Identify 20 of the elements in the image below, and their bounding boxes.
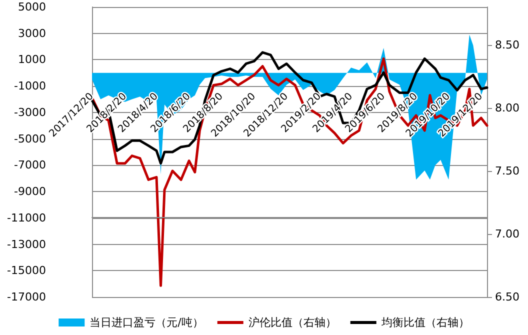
y2-tick-label: 6.50: [495, 290, 520, 304]
y2-tick-label: 7.50: [495, 164, 520, 178]
y2-tick-label: 8.50: [495, 38, 520, 52]
y-tick-label: 3000: [18, 26, 46, 40]
y-tick-label: -13000: [7, 238, 46, 251]
y2-tick-label: 8.00: [495, 101, 520, 114]
y-tick-label: -5000: [14, 132, 46, 146]
legend-label: 当日进口盈亏（元/吨）: [90, 316, 204, 329]
y-tick-label: 5000: [18, 0, 46, 14]
y-tick-label: -17000: [7, 290, 46, 304]
legend-label: 均衡比值（右轴）: [380, 316, 470, 329]
y-tick-label: 1000: [18, 53, 46, 66]
y-tick-label: -7000: [14, 158, 46, 172]
y-tick-label: -11000: [7, 211, 46, 224]
y-tick-label: -9000: [14, 185, 46, 198]
y-tick-label: -1000: [14, 80, 46, 93]
y-tick-label: -3000: [14, 106, 46, 119]
y-tick-label: -15000: [7, 264, 46, 278]
legend-label: 沪伦比值（右轴）: [248, 316, 336, 329]
y2-tick-label: 7.00: [495, 227, 520, 240]
